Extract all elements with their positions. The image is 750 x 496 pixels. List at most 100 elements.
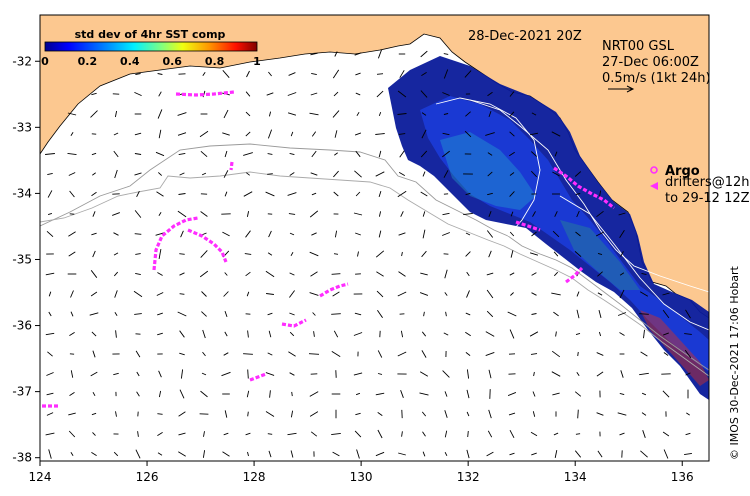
current-vector bbox=[311, 150, 317, 158]
current-vector bbox=[312, 312, 316, 316]
current-vector bbox=[112, 212, 120, 216]
current-vector bbox=[245, 230, 251, 238]
drifter-track-11 bbox=[565, 266, 584, 284]
current-vector bbox=[134, 132, 142, 136]
current-vector bbox=[158, 129, 162, 139]
current-vector bbox=[375, 250, 385, 258]
current-vector bbox=[510, 211, 514, 217]
colorbar-tick-label: 1 bbox=[253, 55, 261, 68]
current-vector bbox=[422, 211, 426, 217]
current-vector bbox=[313, 331, 315, 337]
current-vector bbox=[48, 291, 52, 297]
current-vector bbox=[530, 170, 538, 178]
current-vector bbox=[419, 392, 429, 396]
current-vector bbox=[532, 391, 536, 397]
current-vector bbox=[331, 432, 341, 436]
current-vector bbox=[203, 431, 205, 437]
current-vector bbox=[134, 172, 142, 176]
current-vector bbox=[265, 372, 275, 376]
current-vector bbox=[265, 270, 275, 278]
current-vector bbox=[531, 112, 537, 116]
current-vector bbox=[485, 331, 495, 337]
current-vector bbox=[401, 431, 403, 437]
current-vector bbox=[223, 432, 229, 436]
current-vector bbox=[46, 392, 54, 396]
current-vector bbox=[378, 150, 382, 158]
current-vector bbox=[202, 450, 206, 458]
current-vector bbox=[224, 272, 228, 276]
current-vector bbox=[177, 132, 187, 136]
current-vector bbox=[266, 293, 274, 295]
current-vector bbox=[419, 292, 429, 296]
current-vector bbox=[244, 253, 252, 255]
current-vector bbox=[179, 253, 185, 255]
lat-tick-label: -37 bbox=[12, 385, 32, 399]
drifter-track-10 bbox=[515, 220, 541, 232]
current-vector bbox=[421, 129, 427, 139]
longitude-axis: 124 126 128 130 132 134 136 bbox=[29, 461, 694, 484]
current-vector bbox=[353, 332, 363, 336]
current-vector bbox=[662, 431, 670, 437]
current-vector bbox=[464, 130, 472, 138]
current-vector bbox=[70, 370, 74, 378]
current-vector bbox=[246, 172, 250, 176]
current-vector bbox=[554, 151, 558, 157]
current-vector bbox=[268, 230, 272, 238]
vector-scale-label: 0.5m/s (1kt 24h) bbox=[602, 71, 711, 86]
current-vector bbox=[199, 270, 209, 278]
current-vector bbox=[397, 291, 407, 297]
current-vector bbox=[554, 450, 558, 458]
current-vector bbox=[92, 250, 96, 258]
current-vector bbox=[552, 392, 560, 396]
current-vector bbox=[91, 331, 97, 337]
current-vector bbox=[597, 271, 603, 277]
current-vector bbox=[684, 452, 692, 456]
current-vector bbox=[551, 131, 561, 137]
current-vector bbox=[465, 192, 471, 196]
current-vector bbox=[287, 192, 297, 196]
imos-credit: © IMOS 30-Dec-2021 17:06 Hobart bbox=[728, 265, 741, 460]
current-vector bbox=[309, 292, 319, 296]
lat-tick-label: -34 bbox=[12, 186, 32, 200]
current-vector bbox=[465, 352, 471, 356]
current-vector bbox=[421, 250, 427, 258]
current-vector bbox=[421, 411, 427, 417]
current-vector bbox=[465, 331, 471, 337]
current-vector bbox=[551, 371, 561, 377]
lat-tick-label: -35 bbox=[12, 252, 32, 266]
current-vector bbox=[442, 132, 450, 136]
current-vector bbox=[354, 52, 362, 56]
current-vector bbox=[639, 291, 649, 297]
current-vector bbox=[333, 330, 339, 338]
current-vector bbox=[442, 92, 450, 96]
depth-contour-slope bbox=[40, 171, 709, 377]
current-vector bbox=[45, 332, 55, 336]
current-vector bbox=[332, 69, 340, 79]
current-vector bbox=[267, 252, 273, 256]
current-vector bbox=[354, 170, 362, 178]
current-vector bbox=[267, 129, 273, 139]
current-vector bbox=[509, 452, 515, 456]
current-vector bbox=[420, 272, 428, 276]
lat-tick-label: -38 bbox=[12, 451, 32, 465]
current-vector bbox=[619, 289, 625, 299]
current-vector bbox=[377, 350, 383, 358]
current-vector bbox=[444, 451, 448, 457]
current-vector bbox=[422, 229, 426, 239]
current-vector bbox=[378, 111, 382, 117]
current-vector bbox=[222, 451, 230, 457]
drifters-range-label: to 29-12 12Z bbox=[665, 191, 750, 206]
current-vector bbox=[509, 172, 515, 176]
current-vector bbox=[310, 431, 318, 437]
current-vector bbox=[332, 291, 340, 297]
current-vector bbox=[531, 313, 537, 315]
current-vector bbox=[596, 210, 604, 218]
current-vector bbox=[639, 313, 649, 315]
current-vector bbox=[245, 432, 251, 436]
current-vector bbox=[442, 370, 450, 378]
current-vector bbox=[641, 412, 647, 416]
current-vector bbox=[353, 372, 363, 376]
current-vector bbox=[267, 433, 273, 435]
map-legend: Argo drifters@12h to 29-12 12Z bbox=[650, 164, 750, 206]
current-vector bbox=[507, 391, 517, 397]
